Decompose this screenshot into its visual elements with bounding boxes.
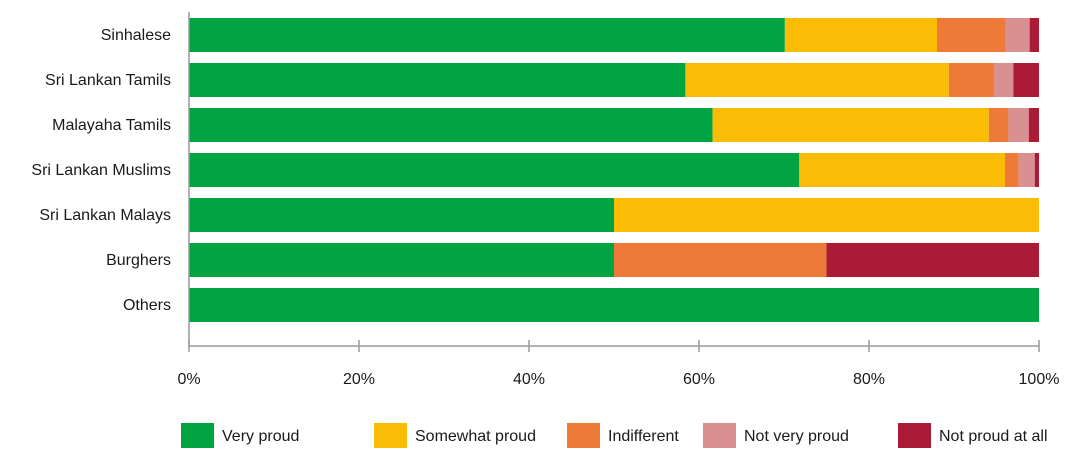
bar-segment-3-2 [712, 108, 989, 142]
bar-segment-1-3 [937, 18, 1006, 52]
bar-segment-4-3 [1005, 153, 1019, 187]
bar-segment-4-4 [1018, 153, 1035, 187]
bar-segment-1-1 [189, 18, 785, 52]
legend-swatch [374, 423, 407, 448]
legend-label: Indifferent [608, 428, 679, 445]
x-tick-label: 60% [683, 371, 715, 388]
legend-label: Somewhat proud [415, 428, 536, 445]
category-label: Sri Lankan Tamils [45, 72, 171, 89]
bar-segment-3-1 [189, 108, 713, 142]
bar-segment-1-4 [1005, 18, 1030, 52]
category-label: Malayaha Tamils [52, 117, 171, 134]
x-tick-label: 80% [853, 371, 885, 388]
bar-segment-6-3 [614, 243, 827, 277]
category-label: Sri Lankan Muslims [31, 162, 171, 179]
bar-segment-3-4 [1008, 108, 1029, 142]
category-label: Others [123, 297, 171, 314]
bar-segment-4-1 [189, 153, 800, 187]
category-label: Sri Lankan Malays [39, 207, 171, 224]
axes-layer: Sinhalese Sri Lankan Tamils Malayaha Tamil… [31, 12, 1059, 388]
legend: Very proud Somewhat proud Indifferent Not v… [181, 423, 1048, 448]
bar-segment-2-5 [1013, 63, 1039, 97]
legend-swatch [181, 423, 214, 448]
bar-segment-1-2 [784, 18, 937, 52]
bar-segment-6-5 [826, 243, 1039, 277]
bar-segment-3-5 [1028, 108, 1039, 142]
x-tick-label: 40% [513, 371, 545, 388]
x-tick-label: 0% [177, 371, 200, 388]
bar-segment-5-2 [614, 198, 1039, 232]
legend-label: Not proud at all [939, 428, 1048, 445]
category-label: Burghers [106, 252, 171, 269]
legend-swatch [567, 423, 600, 448]
bars-layer [189, 18, 1039, 322]
bar-segment-5-1 [189, 198, 614, 232]
legend-swatch [703, 423, 736, 448]
bar-segment-7-1 [189, 288, 1039, 322]
x-tick-label: 100% [1019, 371, 1060, 388]
bar-segment-2-2 [685, 63, 949, 97]
legend-swatch [898, 423, 931, 448]
bar-segment-2-4 [993, 63, 1014, 97]
x-tick-label: 20% [343, 371, 375, 388]
bar-segment-1-5 [1029, 18, 1039, 52]
bar-segment-2-3 [948, 63, 994, 97]
category-label: Sinhalese [101, 27, 171, 44]
bar-segment-6-1 [189, 243, 614, 277]
bar-segment-3-3 [988, 108, 1009, 142]
bar-segment-4-2 [799, 153, 1005, 187]
legend-label: Very proud [222, 428, 299, 445]
bar-segment-2-1 [189, 63, 686, 97]
legend-label: Not very proud [744, 428, 849, 445]
bar-segment-4-5 [1034, 153, 1039, 187]
